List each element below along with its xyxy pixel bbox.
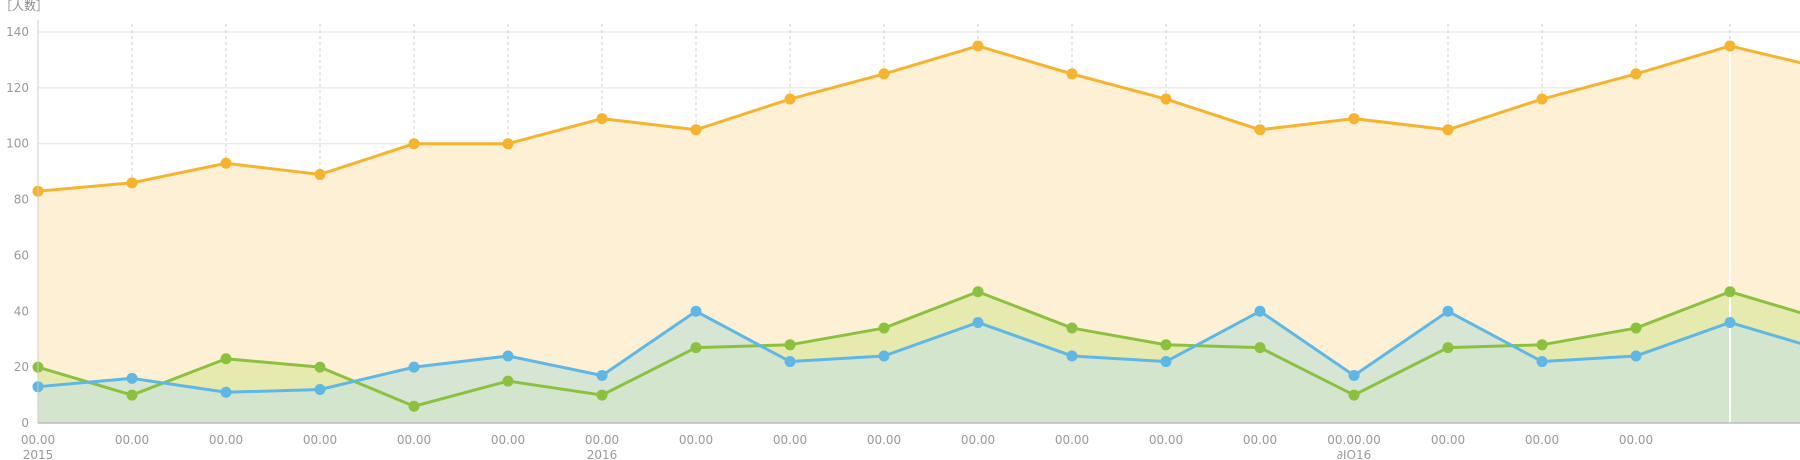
data-point-1 — [690, 124, 702, 136]
series-lines — [37, 44, 1800, 408]
data-point-1 — [972, 40, 984, 52]
x-tick-label: 00.00 — [1431, 433, 1465, 447]
data-point-1 — [126, 177, 138, 189]
data-point-3 — [690, 305, 702, 317]
data-point-3 — [972, 316, 984, 328]
data-point-1 — [596, 113, 608, 125]
data-point-3 — [596, 370, 608, 382]
data-point-1 — [220, 157, 232, 169]
x-tick-label: 00.00 — [303, 433, 337, 447]
axes — [37, 20, 1800, 424]
data-point-3 — [1442, 305, 1454, 317]
data-point-3 — [408, 361, 420, 373]
series-line-2 — [37, 290, 1800, 408]
data-point-1 — [502, 138, 514, 150]
data-point-1 — [1254, 124, 1266, 136]
data-point-3 — [784, 356, 796, 368]
data-point-3 — [220, 386, 232, 398]
data-point-2 — [596, 389, 608, 401]
data-point-1 — [314, 168, 326, 180]
x-tick-label: 00.00 — [773, 433, 807, 447]
data-point-3 — [1630, 350, 1642, 362]
data-point-2 — [1348, 389, 1360, 401]
data-point-2 — [784, 339, 796, 351]
series-line-3 — [37, 309, 1800, 394]
data-point-1 — [878, 68, 890, 80]
data-point-1 — [1630, 68, 1642, 80]
x-tick-label: 00.00 — [1055, 433, 1089, 447]
x-tick-label: 00.00 — [491, 433, 525, 447]
data-point-3 — [1066, 350, 1078, 362]
data-point-3 — [314, 383, 326, 395]
data-point-2 — [502, 375, 514, 387]
data-point-2 — [1724, 286, 1736, 298]
data-point-1 — [408, 138, 420, 150]
x-tick-label: 00.00 — [115, 433, 149, 447]
y-tick-label: 40 — [14, 304, 29, 318]
x-tick-label: 00.00 — [1525, 433, 1559, 447]
data-point-2 — [220, 353, 232, 365]
y-axis-unit-label: ［人数］ — [0, 0, 48, 13]
series-points — [32, 40, 1736, 412]
x-tick-label: 00.00 — [1149, 433, 1183, 447]
y-tick-labels: 0 20 40 60 80 100 120 140 — [6, 25, 29, 430]
x-tick-label: 00.00 — [1243, 433, 1277, 447]
x-tick-label: 00.00 — [679, 433, 713, 447]
x-tick-label: 00.00 — [867, 433, 901, 447]
data-point-3 — [1254, 305, 1266, 317]
data-point-1 — [1066, 68, 1078, 80]
data-point-3 — [502, 350, 514, 362]
y-tick-label: 80 — [14, 193, 29, 207]
data-point-1 — [1348, 113, 1360, 125]
data-point-2 — [1630, 322, 1642, 334]
data-point-2 — [126, 389, 138, 401]
x-year-label: 2016 — [587, 448, 618, 460]
data-point-1 — [1160, 93, 1172, 105]
series-area-1 — [38, 45, 1800, 423]
data-point-2 — [1536, 339, 1548, 351]
data-point-2 — [408, 400, 420, 412]
y-tick-label: 140 — [6, 25, 29, 39]
data-point-1 — [1442, 124, 1454, 136]
data-point-2 — [314, 361, 326, 373]
y-tick-label: 60 — [14, 248, 29, 262]
y-tick-label: 100 — [6, 137, 29, 151]
y-tick-label: 20 — [14, 360, 29, 374]
data-point-2 — [972, 286, 984, 298]
x-tick-label: 00.00 — [209, 433, 243, 447]
data-point-2 — [1442, 342, 1454, 354]
data-point-2 — [1254, 342, 1266, 354]
x-year-label: ∂IO16 — [1337, 448, 1371, 460]
data-point-3 — [1536, 356, 1548, 368]
x-year-label: 2015 — [23, 448, 54, 460]
data-point-3 — [1160, 356, 1172, 368]
data-point-2 — [690, 342, 702, 354]
data-point-3 — [126, 372, 138, 384]
data-point-2 — [1066, 322, 1078, 334]
data-point-1 — [784, 93, 796, 105]
series-line-1 — [37, 44, 1800, 193]
data-point-3 — [1348, 370, 1360, 382]
x-tick-label: 00.00 — [585, 433, 619, 447]
x-tick-label: 00.00.00 — [1327, 433, 1380, 447]
x-tick-label: 00.00 — [961, 433, 995, 447]
data-point-2 — [878, 322, 890, 334]
data-point-3 — [1724, 316, 1736, 328]
y-tick-label: 120 — [6, 81, 29, 95]
data-point-1 — [1536, 93, 1548, 105]
data-point-2 — [1160, 339, 1172, 351]
x-tick-label: 00.00 — [397, 433, 431, 447]
data-point-1 — [1724, 40, 1736, 52]
data-point-3 — [878, 350, 890, 362]
x-tick-label: 00.00 — [21, 433, 55, 447]
x-tick-label: 00.00 — [1619, 433, 1653, 447]
y-tick-label: 0 — [21, 416, 29, 430]
